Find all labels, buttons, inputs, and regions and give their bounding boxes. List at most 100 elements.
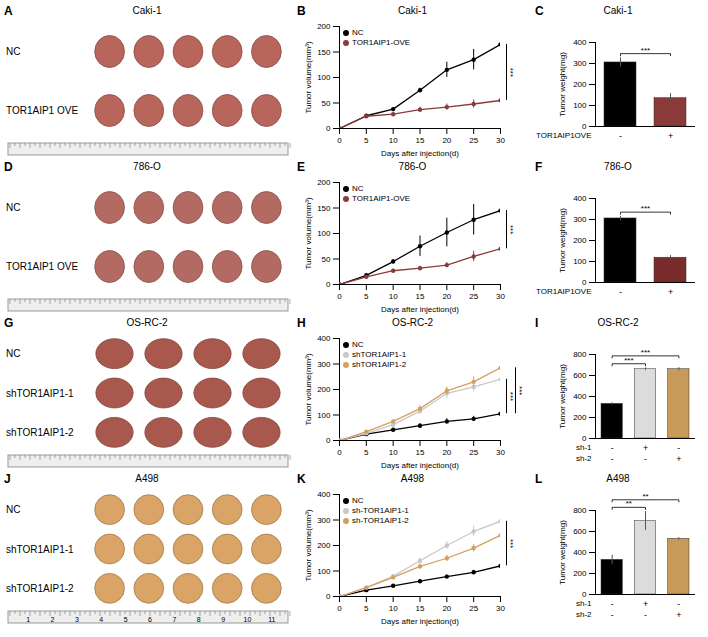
svg-text:100: 100: [317, 411, 331, 420]
svg-text:-: -: [644, 610, 647, 620]
svg-text:200: 200: [317, 178, 331, 187]
svg-text:Tumor volume(mm³): Tumor volume(mm³): [304, 509, 313, 581]
svg-text:0: 0: [582, 278, 587, 287]
svg-text:20: 20: [442, 292, 451, 301]
svg-text:100: 100: [573, 101, 587, 110]
svg-text:***: ***: [506, 68, 515, 77]
svg-text:NC: NC: [6, 348, 20, 359]
svg-text:30: 30: [496, 136, 505, 145]
svg-text:***: ***: [515, 386, 524, 395]
svg-text:4: 4: [99, 616, 103, 623]
svg-text:2: 2: [51, 616, 55, 623]
svg-text:-: -: [619, 131, 622, 141]
svg-text:+: +: [676, 610, 681, 620]
svg-text:0: 0: [582, 590, 587, 599]
svg-text:11: 11: [268, 616, 275, 623]
svg-text:200: 200: [317, 541, 331, 550]
svg-text:150: 150: [317, 204, 331, 213]
svg-text:0: 0: [326, 436, 331, 445]
svg-text:TOR1AIP1 OVE: TOR1AIP1 OVE: [6, 261, 78, 272]
svg-text:100: 100: [317, 73, 331, 82]
svg-text:Tumor volume(mm³): Tumor volume(mm³): [304, 197, 313, 269]
svg-text:400: 400: [573, 194, 587, 203]
svg-text:TOR1AIP1OVE: TOR1AIP1OVE: [536, 131, 591, 140]
svg-text:shTOR1AIP1-1: shTOR1AIP1-1: [6, 388, 74, 399]
svg-text:300: 300: [317, 516, 331, 525]
svg-text:**: **: [642, 492, 648, 501]
svg-text:25: 25: [469, 292, 478, 301]
svg-text:Tumor weight(mg): Tumor weight(mg): [558, 364, 567, 429]
svg-text:shTOR1AIP1-2: shTOR1AIP1-2: [6, 583, 74, 594]
svg-text:***: ***: [641, 348, 650, 357]
svg-text:25: 25: [469, 604, 478, 613]
svg-text:***: ***: [624, 356, 633, 365]
svg-text:***: ***: [641, 46, 650, 55]
svg-text:0: 0: [337, 292, 342, 301]
svg-text:300: 300: [573, 215, 587, 224]
svg-text:-: -: [619, 287, 622, 297]
svg-text:+: +: [643, 599, 648, 609]
svg-text:25: 25: [469, 136, 478, 145]
svg-text:5: 5: [364, 136, 369, 145]
svg-text:***: ***: [506, 392, 515, 401]
svg-text:10: 10: [389, 604, 398, 613]
svg-text:30: 30: [496, 604, 505, 613]
svg-text:sh-2: sh-2: [576, 610, 592, 619]
svg-text:sh-2: sh-2: [576, 454, 592, 463]
svg-text:0: 0: [337, 448, 342, 457]
svg-text:NC: NC: [6, 46, 20, 57]
svg-text:-: -: [677, 443, 680, 453]
svg-text:***: ***: [506, 225, 515, 234]
svg-text:200: 200: [573, 236, 587, 245]
svg-text:400: 400: [317, 334, 331, 343]
svg-text:Tumor weight(mg): Tumor weight(mg): [558, 52, 567, 117]
svg-text:6: 6: [148, 616, 152, 623]
svg-text:+: +: [668, 131, 673, 141]
svg-text:-: -: [677, 599, 680, 609]
svg-text:200: 200: [573, 569, 587, 578]
svg-text:15: 15: [416, 604, 425, 613]
svg-text:10: 10: [389, 136, 398, 145]
svg-text:+: +: [676, 454, 681, 464]
svg-text:400: 400: [573, 392, 587, 401]
svg-text:0: 0: [582, 434, 587, 443]
svg-text:NC: NC: [6, 504, 20, 515]
svg-text:400: 400: [573, 38, 587, 47]
svg-text:+: +: [668, 287, 673, 297]
svg-text:5: 5: [124, 616, 128, 623]
svg-text:Tumor volume(mm³): Tumor volume(mm³): [304, 41, 313, 113]
svg-text:100: 100: [573, 257, 587, 266]
svg-text:0: 0: [337, 136, 342, 145]
svg-text:-: -: [644, 454, 647, 464]
svg-text:5: 5: [364, 604, 369, 613]
svg-text:Days after injection(d): Days after injection(d): [381, 305, 459, 314]
svg-text:0: 0: [326, 124, 331, 133]
svg-text:-: -: [611, 443, 614, 453]
svg-text:30: 30: [496, 292, 505, 301]
svg-text:5: 5: [364, 292, 369, 301]
svg-text:Days after injection(d): Days after injection(d): [381, 617, 459, 626]
svg-text:300: 300: [317, 360, 331, 369]
svg-text:-: -: [611, 454, 614, 464]
svg-text:150: 150: [317, 48, 331, 57]
svg-text:TOR1AIP1 OVE: TOR1AIP1 OVE: [6, 105, 78, 116]
svg-text:20: 20: [442, 604, 451, 613]
svg-text:200: 200: [573, 413, 587, 422]
svg-text:-: -: [611, 599, 614, 609]
svg-text:800: 800: [573, 506, 587, 515]
svg-text:15: 15: [416, 448, 425, 457]
svg-text:50: 50: [322, 255, 331, 264]
svg-text:Tumor weight(mg): Tumor weight(mg): [558, 520, 567, 585]
svg-text:0: 0: [326, 280, 331, 289]
svg-text:-: -: [611, 610, 614, 620]
svg-text:sh-1: sh-1: [576, 599, 592, 608]
svg-text:100: 100: [317, 567, 331, 576]
svg-text:50: 50: [322, 99, 331, 108]
svg-text:300: 300: [573, 59, 587, 68]
svg-text:30: 30: [496, 448, 505, 457]
svg-text:400: 400: [317, 490, 331, 499]
svg-text:NC: NC: [6, 202, 20, 213]
svg-text:10: 10: [389, 292, 398, 301]
svg-text:15: 15: [416, 136, 425, 145]
svg-text:shTOR1AIP1-2: shTOR1AIP1-2: [6, 427, 74, 438]
